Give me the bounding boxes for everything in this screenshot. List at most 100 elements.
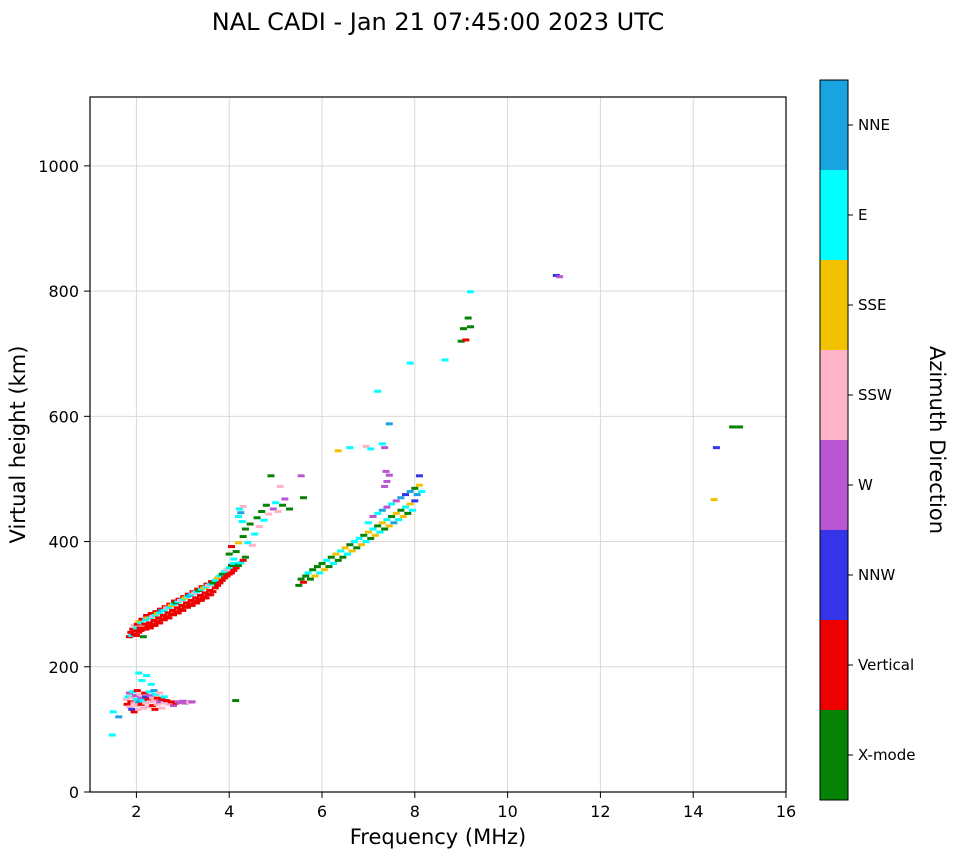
data-point-E [132,626,140,630]
data-point-W [381,484,389,488]
x-tick-label: 16 [776,802,796,821]
data-point-NNW [411,499,419,503]
data-point-E [388,502,396,506]
data-point-W [383,479,391,483]
data-point-SSW [136,692,144,696]
y-tick-label: 1000 [38,157,79,176]
plot-frame [89,96,787,793]
data-point-Vertical [218,578,226,582]
data-point-Vertical [174,611,182,615]
data-point-X-mode [209,581,217,585]
colorbar-label-W: W [858,476,873,494]
colorbar-segment-NNW [820,530,848,621]
data-point-E [109,710,117,714]
data-point-X-mode [279,503,287,507]
data-point-NNE [385,422,393,426]
data-point-E [374,389,382,393]
data-point-W [281,497,289,501]
data-point-E [304,571,312,575]
data-point-SSW [158,706,166,710]
data-point-SSE [399,515,407,519]
data-point-E [260,518,268,522]
data-point-X-mode [306,577,314,581]
data-point-E [350,540,358,544]
data-point-Vertical [228,545,236,549]
data-point-W [392,499,400,503]
data-point-Vertical [188,603,196,607]
data-point-SSW [248,543,256,547]
data-point-NNE [150,689,158,693]
data-point-E [139,699,147,703]
data-point-E [244,541,252,545]
data-point-SSW [362,444,370,448]
data-point-Vertical [211,586,219,590]
data-point-E [466,290,474,294]
data-point-E [225,566,233,570]
data-point-SSW [156,691,164,695]
data-point-SSE [415,483,423,487]
data-point-E [124,695,132,699]
data-point-W [385,473,393,477]
data-point-SSE [406,502,414,506]
data-point-E [316,571,324,575]
data-point-Vertical [170,613,178,617]
data-point-SSW [255,525,263,529]
data-point-X-mode [286,507,294,511]
data-point-E [147,682,155,686]
data-point-Vertical [216,581,224,585]
data-point-X-mode [218,572,226,576]
colorbar-segment-Vertical [820,620,848,711]
y-tick-label: 800 [48,282,79,301]
data-point-X-mode [327,555,335,559]
data-point-SSE [214,576,222,580]
data-point-X-mode [411,486,419,490]
colorbar-segment-W [820,440,848,531]
data-point-X-mode [346,543,354,547]
data-point-E [135,671,143,675]
data-point-E [238,520,246,524]
data-point-Vertical [123,702,131,706]
data-point-Vertical [207,593,215,597]
data-point-SSE [364,530,372,534]
data-point-E [378,442,386,446]
data-point-W [269,507,277,511]
data-point-SSW [122,697,130,701]
data-point-SSW [239,504,247,508]
colorbar-label-NNE: NNE [858,116,890,134]
colorbar-segment-SSW [820,350,848,441]
data-point-X-mode [339,555,347,559]
data-point-X-mode [318,561,326,565]
data-point-E [132,697,140,701]
data-point-E [323,558,331,562]
colorbar-segment-E [820,170,848,261]
data-point-Vertical [147,612,155,616]
data-point-E [165,605,173,609]
data-point-X-mode [334,558,342,562]
data-point-Vertical [299,580,307,584]
colorbar-segment-NNE [820,80,848,171]
data-point-E [160,695,168,699]
data-point-SSW [130,701,138,705]
data-point-X-mode [388,515,396,519]
data-point-Vertical [228,571,236,575]
data-point-SSW [149,696,157,700]
data-point-E [151,613,159,617]
data-point-E [418,489,426,493]
data-point-X-mode [299,496,307,500]
data-point-Vertical [223,574,231,578]
data-point-SSW [274,509,282,513]
data-point-Vertical [156,621,164,625]
data-point-Vertical [232,566,240,570]
data-point-W [556,275,564,279]
data-point-X-mode [360,533,368,537]
data-point-E [346,446,354,450]
data-point-X-mode [258,509,266,513]
y-tick-label: 600 [48,407,79,426]
data-point-SSW [139,706,147,710]
y-tick-label: 400 [48,533,79,552]
data-point-E [337,549,345,553]
data-point-NNW [128,707,136,711]
data-point-Vertical [193,601,201,605]
data-point-Vertical [209,590,217,594]
data-point-Vertical [130,710,138,714]
